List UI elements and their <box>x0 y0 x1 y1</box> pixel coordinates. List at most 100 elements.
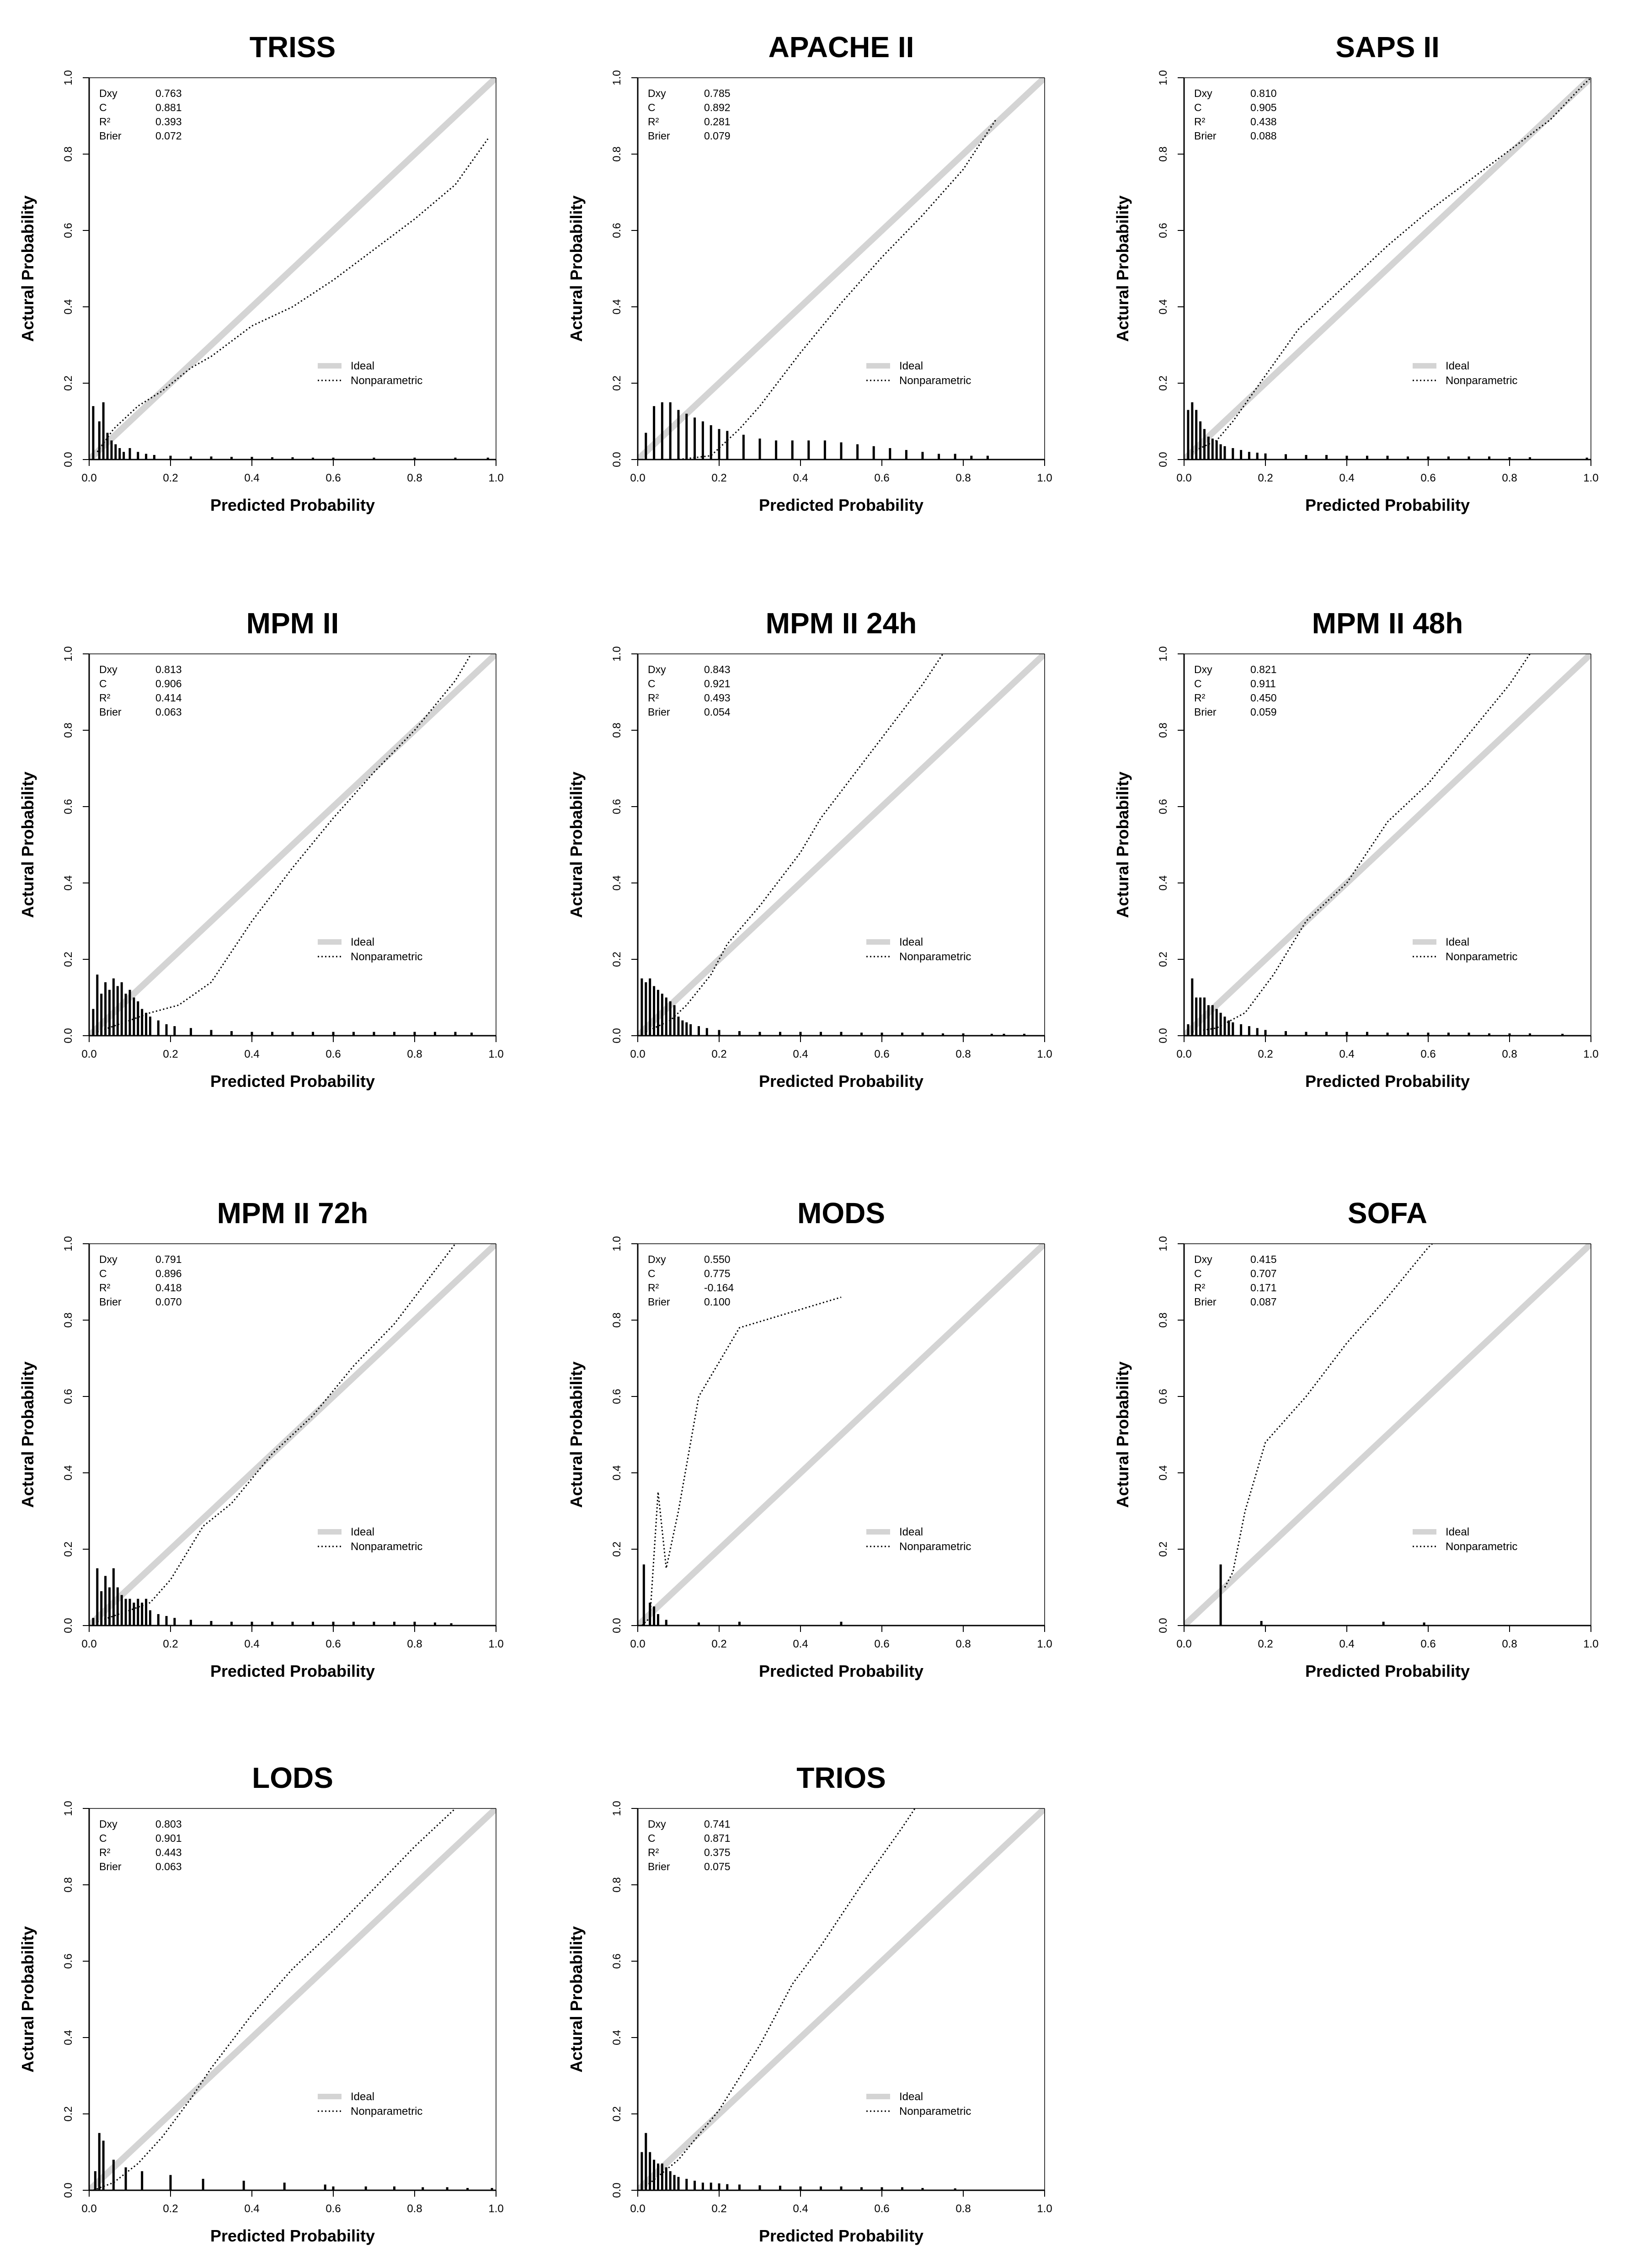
stat-name: Brier <box>99 1861 122 1872</box>
y-tick-label: 0.2 <box>1157 952 1169 967</box>
ideal-line <box>638 654 1045 1036</box>
y-tick-label: 0.0 <box>62 452 75 467</box>
y-tick-label: 1.0 <box>1157 646 1169 661</box>
ideal-line <box>1184 78 1591 460</box>
x-tick-label: 0.4 <box>793 1638 808 1650</box>
y-tick-label: 0.2 <box>611 2106 623 2121</box>
x-tick-label: 0.8 <box>407 472 422 484</box>
x-tick-label: 0.2 <box>163 1048 178 1060</box>
x-axis-label: Predicted Probability <box>1305 496 1470 514</box>
x-tick-label: 0.6 <box>874 2203 889 2215</box>
x-tick-label: 0.6 <box>874 1638 889 1650</box>
legend-ideal-label: Ideal <box>351 1526 374 1538</box>
x-tick-label: 0.0 <box>81 1048 96 1060</box>
stat-value: 0.821 <box>1250 663 1277 675</box>
y-tick-label: 0.2 <box>611 1541 623 1557</box>
y-axis-label: Actural Probability <box>1113 771 1132 918</box>
x-tick-label: 0.2 <box>163 472 178 484</box>
y-tick-label: 0.2 <box>62 952 75 967</box>
stat-name: Dxy <box>648 87 666 99</box>
y-tick-label: 0.8 <box>62 1877 75 1892</box>
y-axis-label: Actural Probability <box>1113 1361 1132 1508</box>
stat-value: 0.414 <box>155 692 182 704</box>
y-tick-label: 0.2 <box>611 952 623 967</box>
stat-value: 0.438 <box>1250 116 1277 128</box>
y-tick-label: 1.0 <box>62 70 75 85</box>
stat-name: Dxy <box>1194 1253 1212 1265</box>
ideal-line <box>89 654 496 1036</box>
y-tick-label: 0.8 <box>62 1312 75 1327</box>
x-tick-label: 0.6 <box>326 2203 341 2215</box>
ideal-line <box>1184 1244 1591 1626</box>
stat-name: R² <box>1194 1282 1206 1294</box>
stat-name: Dxy <box>648 1253 666 1265</box>
nonparametric-curve <box>97 1244 456 1623</box>
stat-name: R² <box>99 1282 111 1294</box>
stat-value: 0.810 <box>1250 87 1277 99</box>
x-tick-label: 1.0 <box>1037 1048 1052 1060</box>
y-tick-label: 0.4 <box>62 299 75 314</box>
stat-name: C <box>648 1268 656 1279</box>
stat-value: 0.088 <box>1250 130 1277 142</box>
plot-data-area <box>89 1244 496 1626</box>
y-tick-label: 0.2 <box>1157 1541 1169 1557</box>
ideal-line <box>1184 654 1591 1036</box>
x-axis-label: Predicted Probability <box>1305 1072 1470 1091</box>
chart-title: APACHE II <box>768 31 914 64</box>
stat-value: 0.813 <box>155 663 182 675</box>
calibration-plot-8: 0.0 0.2 0.4 0.6 0.8 1.0 0.0 0.2 0.4 0.6 0.8 1.0 MODS… <box>567 1197 1052 1680</box>
stat-value: 0.901 <box>155 1832 182 1844</box>
stat-name: Brier <box>648 1861 670 1872</box>
chart-title: TRISS <box>250 31 336 64</box>
y-tick-label: 0.8 <box>1157 722 1169 738</box>
x-tick-label: 0.4 <box>793 1048 808 1060</box>
stat-value: 0.075 <box>704 1861 731 1872</box>
x-axis-label: Predicted Probability <box>210 2226 375 2245</box>
stat-name: R² <box>648 116 659 128</box>
y-tick-label: 0.2 <box>62 1541 75 1557</box>
x-tick-label: 0.8 <box>407 1048 422 1060</box>
y-tick-label: 0.4 <box>611 875 623 890</box>
y-tick-label: 1.0 <box>62 646 75 661</box>
y-tick-label: 0.0 <box>62 1618 75 1633</box>
y-tick-label: 0.8 <box>1157 146 1169 161</box>
x-tick-label: 0.0 <box>81 2203 96 2215</box>
x-tick-label: 1.0 <box>488 472 503 484</box>
legend-curve-label: Nonparametric <box>1446 374 1517 387</box>
nonparametric-curve <box>646 654 944 1033</box>
ideal-line <box>638 1808 1045 2190</box>
y-tick-label: 0.0 <box>611 1028 623 1043</box>
y-tick-label: 0.0 <box>62 2182 75 2198</box>
y-tick-label: 0.8 <box>611 1877 623 1892</box>
x-tick-label: 0.0 <box>630 1638 645 1650</box>
chart-title: TRIOS <box>796 1761 886 1794</box>
y-tick-label: 1.0 <box>611 1801 623 1816</box>
stat-name: C <box>1194 1268 1202 1279</box>
y-tick-label: 0.4 <box>1157 875 1169 890</box>
y-tick-label: 0.8 <box>62 722 75 738</box>
y-tick-label: 0.4 <box>1157 299 1169 314</box>
stat-value: 0.063 <box>155 706 182 718</box>
legend-ideal-label: Ideal <box>1446 936 1469 948</box>
y-tick-label: 0.8 <box>1157 1312 1169 1327</box>
y-tick-label: 1.0 <box>62 1801 75 1816</box>
stat-name: Dxy <box>99 663 117 675</box>
nonparametric-curve <box>1192 654 1531 1033</box>
stat-name: Dxy <box>648 663 666 675</box>
x-tick-label: 0.6 <box>1420 472 1436 484</box>
y-tick-label: 0.8 <box>611 722 623 738</box>
legend-curve-label: Nonparametric <box>351 1541 422 1553</box>
nonparametric-curve <box>1224 1244 1433 1588</box>
x-tick-label: 0.6 <box>1420 1638 1436 1650</box>
stat-name: Brier <box>1194 1296 1217 1308</box>
chart-title: MPM II <box>246 607 339 640</box>
stat-name: C <box>648 1832 656 1844</box>
stat-value: 0.896 <box>155 1268 182 1279</box>
y-tick-label: 1.0 <box>62 1236 75 1251</box>
y-tick-label: 0.0 <box>1157 1028 1169 1043</box>
x-tick-label: 0.8 <box>407 1638 422 1650</box>
stat-name: R² <box>99 1846 111 1858</box>
legend-ideal-label: Ideal <box>351 360 374 372</box>
y-tick-label: 0.6 <box>611 1953 623 1968</box>
ideal-line <box>638 78 1045 460</box>
